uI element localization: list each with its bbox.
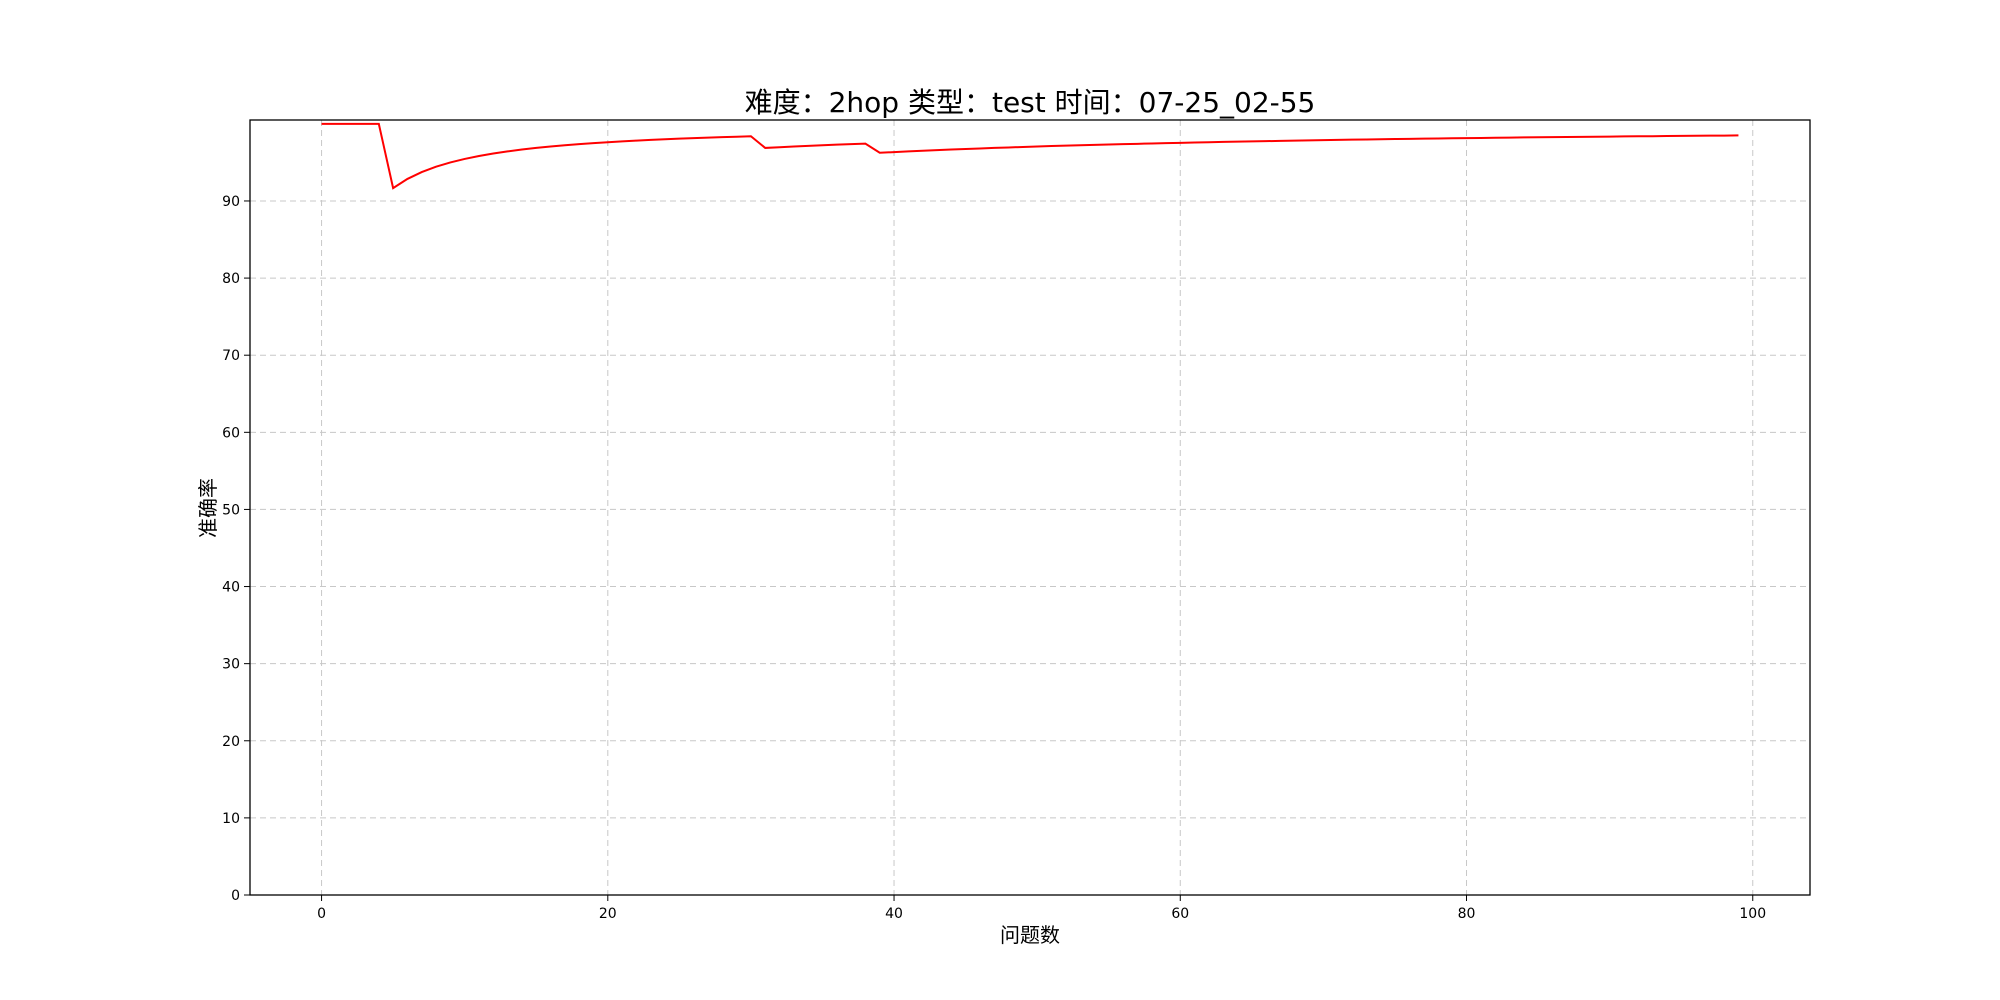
- y-axis-label: 准确率: [196, 478, 220, 538]
- plot-frame: [249, 119, 1811, 896]
- y-tick-label: 20: [222, 734, 240, 750]
- x-tick-label: 20: [599, 906, 617, 922]
- y-tick-label: 40: [222, 580, 240, 596]
- x-tick-label: 100: [1739, 906, 1766, 922]
- ticks: 0 20 40 60 80 100 0 10 20 30 40 50 60 70 80 90: [222, 194, 1766, 922]
- grid: [250, 120, 1810, 896]
- series-layer: [321, 122, 1739, 190]
- y-tick-label: 90: [222, 194, 240, 210]
- x-tick-label: 80: [1458, 906, 1476, 922]
- y-tick-label: 0: [231, 888, 240, 904]
- y-tick-label: 70: [222, 348, 240, 364]
- y-tick-label: 50: [222, 502, 240, 518]
- y-tick-label: 30: [222, 657, 240, 673]
- chart-title: 难度：2hop 类型：test 时间：07-25_02-55: [745, 86, 1316, 119]
- y-tick-label: 60: [222, 425, 240, 441]
- x-axis-label: 问题数: [1000, 923, 1060, 947]
- x-tick-label: 40: [885, 906, 903, 922]
- y-tick-label: 80: [222, 271, 240, 287]
- accuracy-line: [321, 122, 1739, 190]
- x-tick-label: 0: [317, 906, 326, 922]
- y-tick-label: 10: [222, 811, 240, 827]
- x-tick-label: 60: [1171, 906, 1189, 922]
